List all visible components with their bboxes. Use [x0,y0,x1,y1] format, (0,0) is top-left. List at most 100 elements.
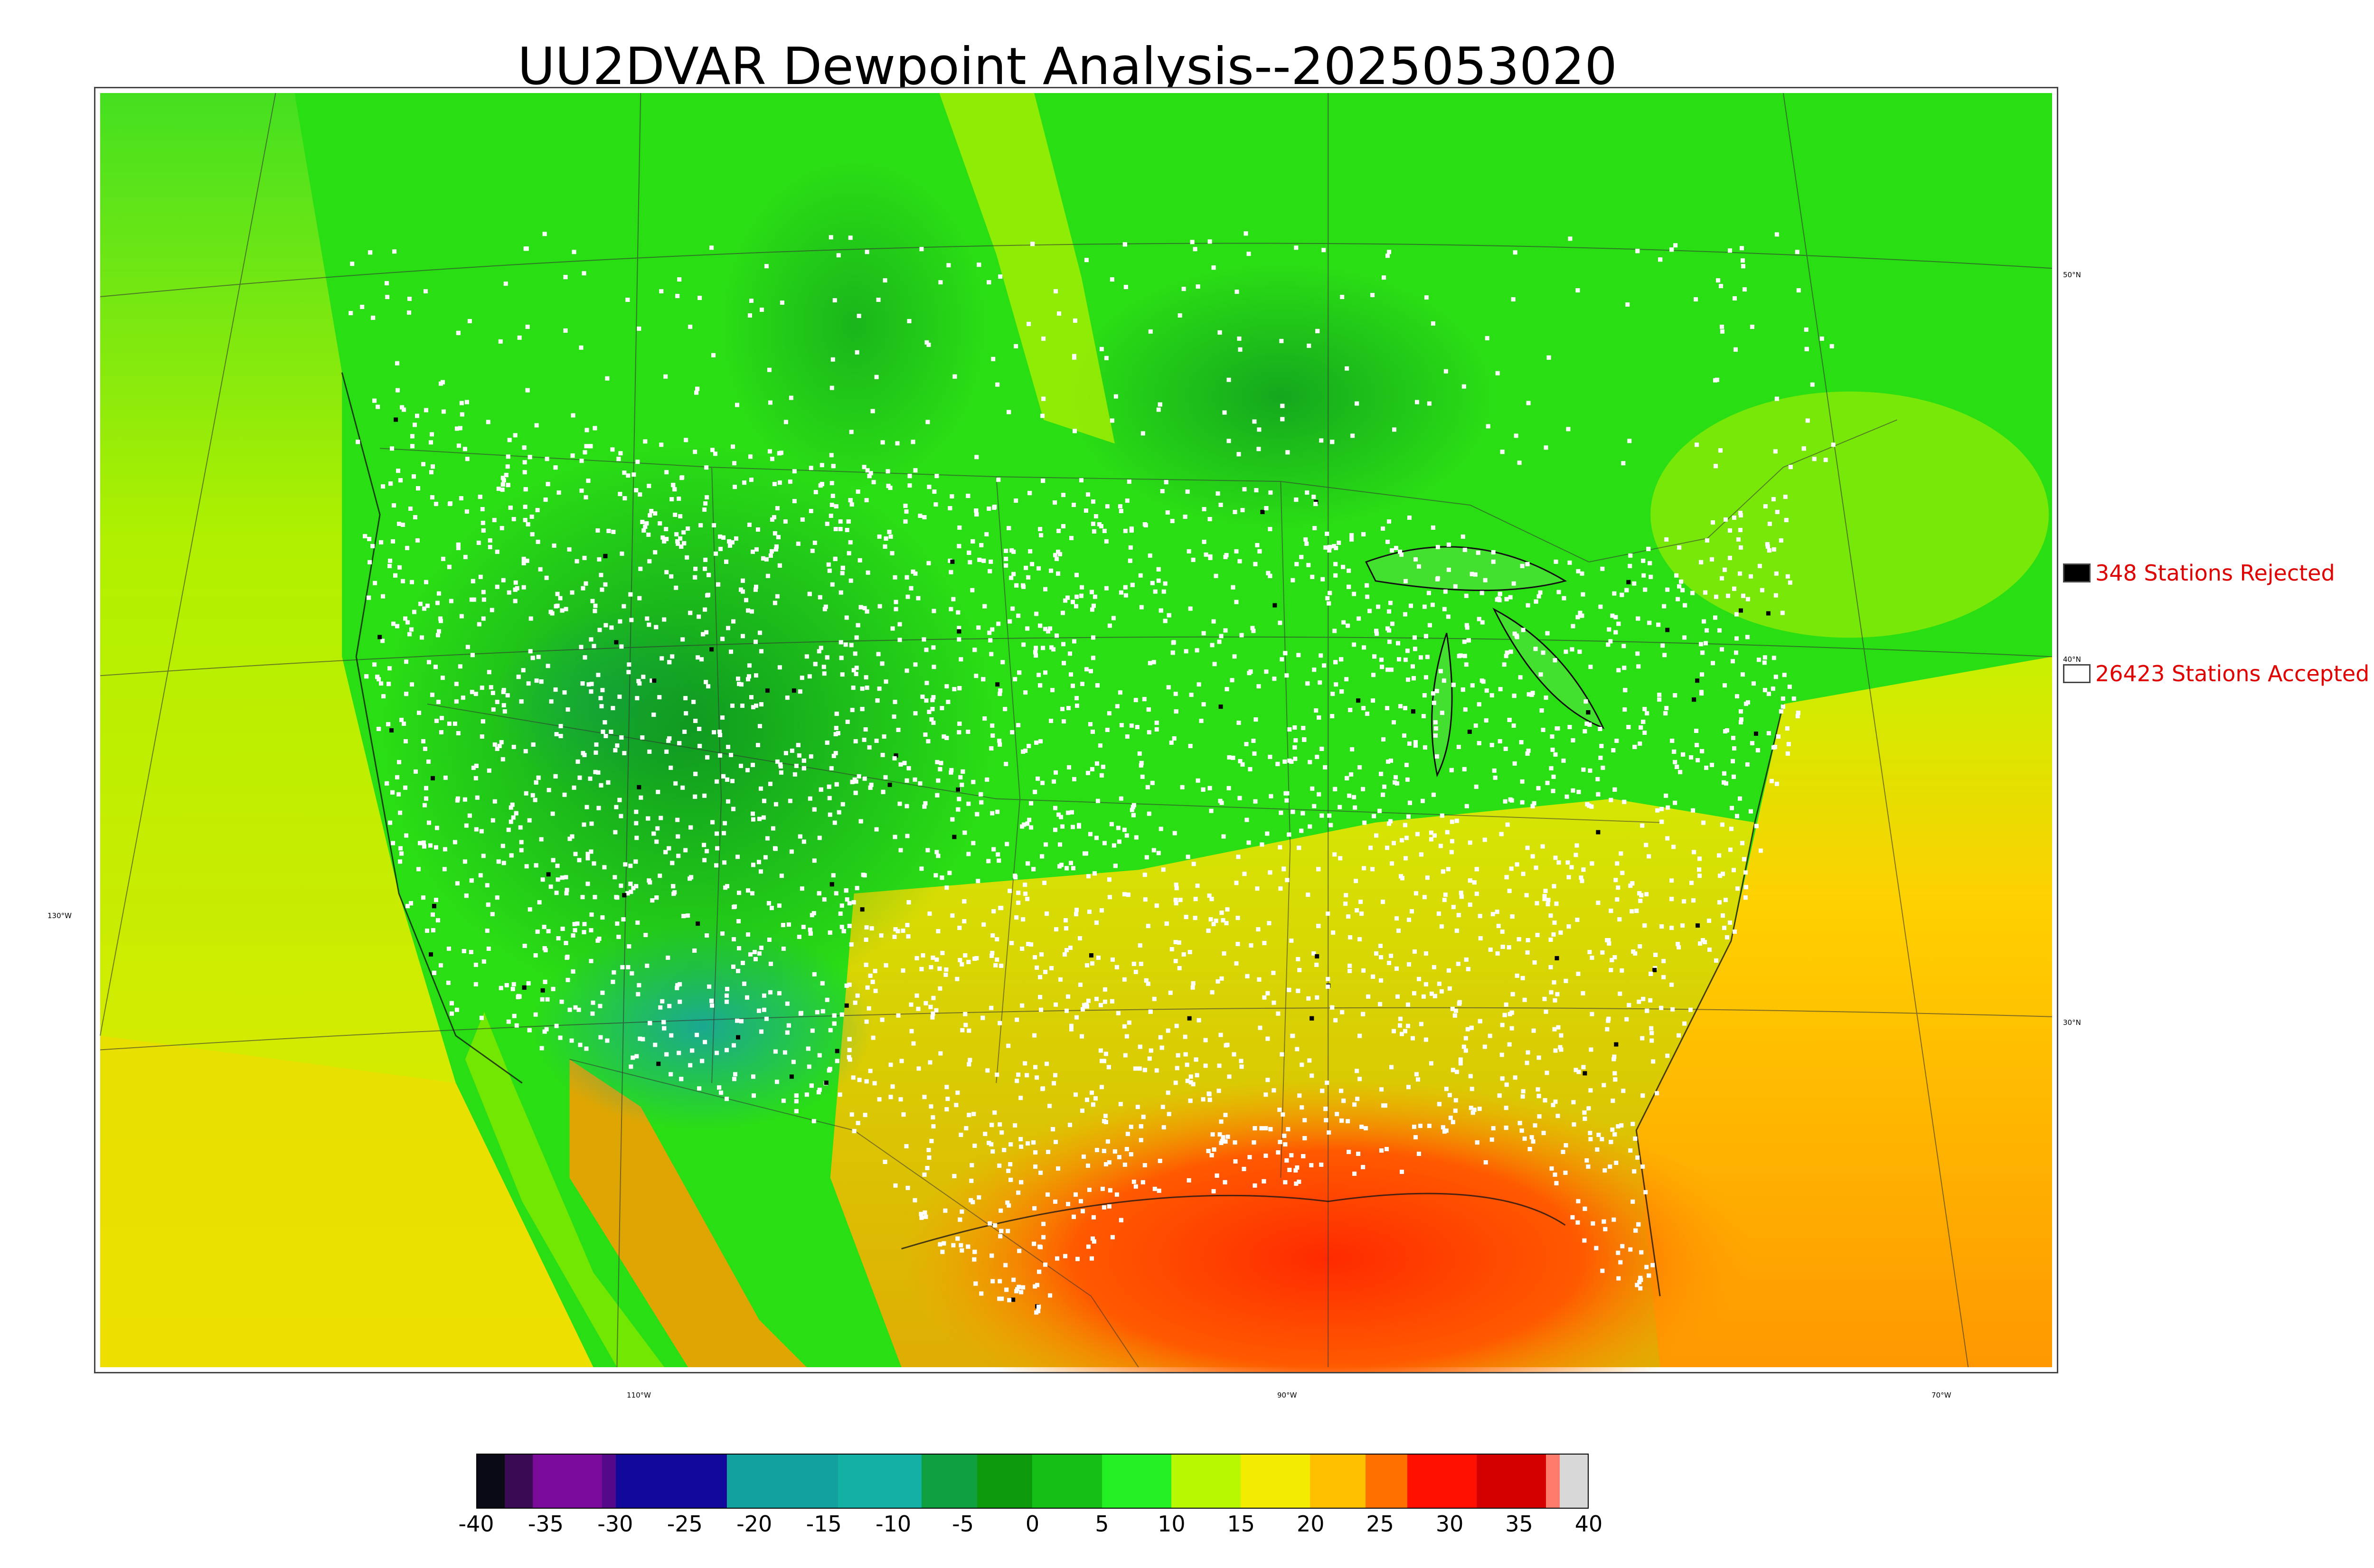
station-marker [1489,1137,1494,1142]
station-marker [1126,892,1130,897]
station-marker [538,567,543,572]
station-marker [1333,562,1338,566]
station-marker [735,1018,740,1023]
station-marker [952,835,957,839]
station-marker [1551,932,1556,937]
station-marker [999,1208,1003,1213]
station-marker [1297,845,1301,850]
station-marker [1504,1002,1508,1007]
station-marker [1388,601,1393,605]
station-marker [808,928,812,932]
station-marker [616,935,621,939]
station-marker [770,457,774,461]
station-marker [630,971,634,976]
station-marker [901,968,905,973]
station-marker [1008,889,1012,893]
station-marker [1067,765,1072,770]
station-marker [470,690,474,695]
station-marker [1640,1036,1645,1041]
station-marker [694,390,699,395]
station-marker [435,601,440,605]
station-marker [779,770,783,775]
station-marker [1160,489,1165,494]
lat-label-40: 40°N [2063,655,2081,664]
station-marker [619,883,623,888]
station-marker [1639,1277,1643,1282]
station-marker [1442,1129,1447,1134]
station-marker [1006,1043,1011,1048]
station-marker [436,591,441,596]
station-marker [1225,1135,1230,1139]
station-marker [1139,761,1144,765]
station-marker [1717,628,1722,633]
station-marker [1553,1048,1558,1053]
station-marker [1326,976,1330,981]
station-marker [867,1006,871,1011]
station-marker [901,929,905,933]
station-marker [634,488,639,493]
station-marker [1026,942,1031,946]
station-marker [1416,1152,1421,1156]
station-marker [1180,785,1185,789]
station-marker [1317,715,1321,720]
station-marker [750,762,755,767]
station-marker [1361,706,1366,711]
station-marker [725,777,730,782]
station-marker [513,599,518,603]
station-marker [523,749,528,753]
station-marker [781,1099,786,1103]
station-marker [1719,284,1724,289]
station-marker [388,558,393,563]
station-marker [1327,813,1332,818]
station-marker [1714,464,1718,469]
station-marker [1107,1204,1112,1209]
station-marker [749,695,754,700]
station-marker [546,872,551,877]
station-marker [904,575,909,580]
station-marker [1057,311,1062,316]
station-marker [996,478,1001,482]
station-marker [837,810,841,815]
station-marker [797,935,801,939]
station-marker [480,719,485,724]
station-marker [1003,1263,1008,1268]
station-marker [521,668,526,673]
station-marker [1016,891,1021,895]
station-marker [529,515,534,519]
station-marker [590,599,595,603]
station-marker [854,635,859,640]
station-marker [817,836,822,840]
station-marker [1046,629,1051,634]
station-marker [1771,547,1776,552]
station-marker [697,1086,702,1091]
station-marker [1340,1010,1345,1014]
station-marker [1536,1094,1541,1099]
station-marker [581,751,585,755]
station-marker [1575,918,1580,922]
station-marker [1766,692,1771,696]
station-marker [612,970,616,975]
station-marker [1403,1029,1407,1033]
station-marker [1188,1099,1193,1103]
station-marker [1016,1072,1021,1077]
station-marker [1740,841,1744,845]
station-marker [1122,1162,1127,1167]
station-marker [1554,1181,1559,1185]
station-marker [1464,804,1469,808]
station-marker [677,277,682,282]
station-marker [916,1066,921,1071]
station-marker [481,528,486,533]
station-marker [504,983,509,987]
station-marker [838,911,843,916]
station-marker [1465,625,1470,630]
station-marker [555,864,560,868]
station-marker [1385,539,1390,544]
station-marker [1726,593,1730,598]
station-marker [1390,548,1394,553]
station-marker [669,765,673,770]
station-marker [1415,832,1420,836]
station-marker [1320,1089,1325,1093]
station-marker [1091,656,1095,660]
station-marker [990,723,995,728]
station-marker [542,1029,547,1034]
